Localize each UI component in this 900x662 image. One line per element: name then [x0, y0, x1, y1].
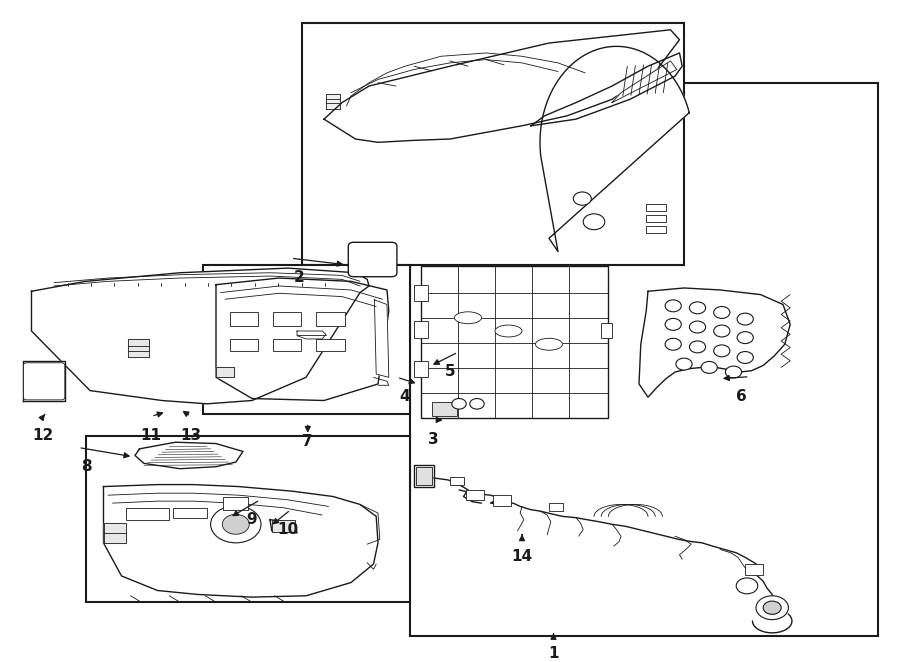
Text: 14: 14	[511, 549, 533, 565]
Bar	[745, 564, 763, 575]
Circle shape	[689, 321, 706, 333]
Bar	[549, 503, 563, 511]
FancyBboxPatch shape	[348, 242, 397, 277]
Circle shape	[737, 313, 753, 325]
Circle shape	[763, 601, 781, 614]
Text: 13: 13	[180, 428, 202, 444]
Circle shape	[211, 506, 261, 543]
Circle shape	[665, 300, 681, 312]
Bar	[421, 266, 608, 418]
Bar	[202, 265, 410, 414]
Text: 11: 11	[140, 428, 162, 444]
Bar	[414, 285, 427, 301]
Polygon shape	[531, 53, 682, 126]
Circle shape	[714, 325, 730, 337]
Bar	[450, 477, 464, 485]
Polygon shape	[540, 46, 689, 252]
Bar	[272, 520, 295, 532]
Bar	[223, 496, 248, 510]
Polygon shape	[612, 61, 677, 103]
Bar	[646, 226, 666, 233]
Bar	[86, 436, 410, 602]
Bar	[416, 467, 432, 485]
Bar	[316, 312, 345, 326]
Circle shape	[736, 578, 758, 594]
Text: 5: 5	[445, 364, 455, 379]
Bar	[414, 321, 427, 338]
Bar	[432, 402, 457, 416]
Text: 6: 6	[736, 389, 747, 404]
Circle shape	[737, 352, 753, 363]
Bar	[466, 490, 484, 500]
Bar	[316, 339, 345, 351]
Circle shape	[222, 514, 249, 534]
Bar	[230, 339, 258, 351]
Text: 3: 3	[428, 432, 439, 447]
Bar	[601, 323, 612, 338]
Circle shape	[714, 307, 730, 318]
Polygon shape	[104, 523, 126, 543]
Bar	[230, 312, 258, 326]
Bar	[410, 83, 878, 636]
Circle shape	[676, 358, 692, 370]
Polygon shape	[326, 94, 340, 109]
Polygon shape	[324, 30, 680, 142]
Circle shape	[714, 345, 730, 357]
Bar	[302, 23, 684, 265]
Polygon shape	[374, 300, 389, 377]
Ellipse shape	[454, 312, 482, 324]
Text: 4: 4	[400, 389, 410, 404]
Polygon shape	[128, 339, 148, 357]
Bar	[414, 465, 434, 487]
Text: 7: 7	[302, 434, 313, 449]
Circle shape	[573, 192, 591, 205]
Circle shape	[737, 332, 753, 344]
Text: 9: 9	[247, 512, 257, 527]
Circle shape	[665, 318, 681, 330]
Polygon shape	[135, 442, 243, 469]
Polygon shape	[216, 367, 234, 377]
Polygon shape	[23, 361, 65, 401]
Bar	[646, 215, 666, 222]
Ellipse shape	[536, 338, 562, 350]
Bar	[126, 508, 169, 520]
Circle shape	[470, 399, 484, 409]
Bar	[493, 495, 511, 506]
Bar	[414, 361, 427, 377]
Text: 10: 10	[277, 522, 298, 537]
FancyBboxPatch shape	[23, 363, 65, 400]
Circle shape	[452, 399, 466, 409]
Bar	[273, 312, 302, 326]
Ellipse shape	[495, 325, 522, 337]
Circle shape	[756, 596, 788, 620]
Polygon shape	[104, 485, 378, 597]
Circle shape	[583, 214, 605, 230]
Circle shape	[665, 338, 681, 350]
Polygon shape	[297, 331, 326, 339]
Circle shape	[689, 302, 706, 314]
Text: 1: 1	[548, 646, 559, 661]
Circle shape	[701, 361, 717, 373]
Bar	[273, 339, 302, 351]
Text: 8: 8	[81, 459, 92, 475]
Text: 12: 12	[32, 428, 54, 444]
Circle shape	[725, 366, 742, 378]
Polygon shape	[270, 520, 297, 533]
Bar	[173, 508, 207, 518]
Circle shape	[689, 341, 706, 353]
Polygon shape	[32, 268, 369, 404]
Bar	[646, 204, 666, 211]
Polygon shape	[216, 278, 389, 401]
Text: 2: 2	[293, 270, 304, 285]
Polygon shape	[639, 288, 790, 397]
